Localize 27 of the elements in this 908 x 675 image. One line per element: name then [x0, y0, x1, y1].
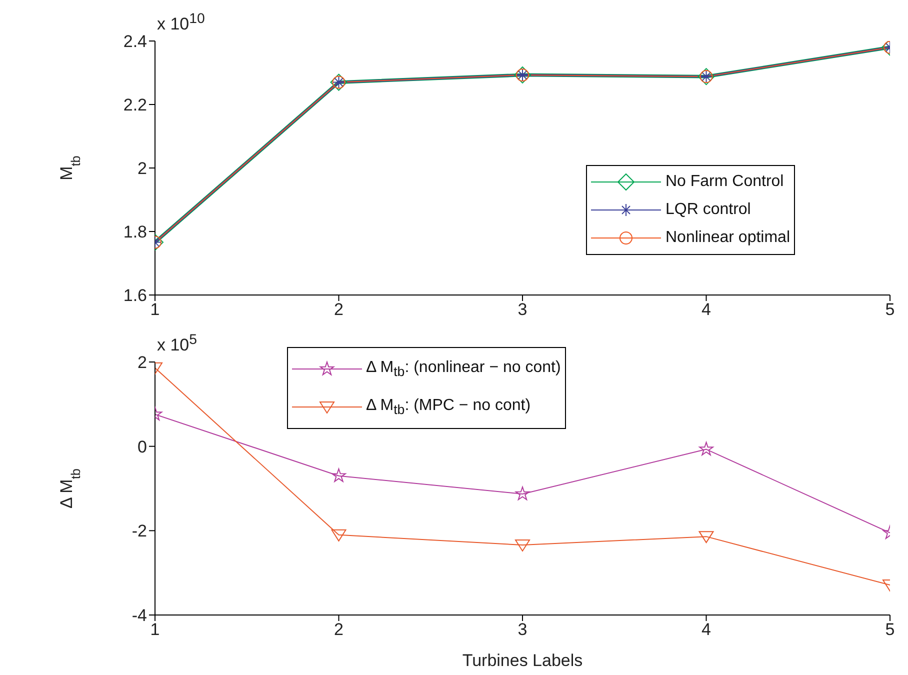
x-tick-label: 5	[885, 620, 895, 640]
x-tick-label: 4	[702, 300, 711, 320]
y-tick-label: 2.2	[123, 96, 147, 115]
y-tick-label: 0	[138, 437, 147, 456]
y-tick-label: 1.6	[123, 286, 147, 306]
legend-label: Δ M$_{tb}$: (MPC − no cont)	[366, 396, 531, 418]
legend-label: Nonlinear optimal	[665, 229, 790, 247]
y-tick-label: -2	[132, 522, 147, 541]
x-tick-label: 1	[150, 300, 160, 320]
x-tick-label: 4	[702, 620, 711, 640]
x-tick-label: 2	[334, 620, 344, 640]
x-tick-label: 3	[518, 620, 528, 640]
y-tick-label: 2.4	[123, 32, 147, 52]
legend-label: LQR control	[665, 201, 751, 219]
legend-label: Δ M$_{tb}$: (nonlinear − no cont)	[366, 358, 561, 380]
text: x 10$^{10}$	[157, 11, 205, 35]
y-tick-label: -4	[132, 606, 147, 626]
x-tick-label: 3	[518, 300, 528, 320]
x-tick-label: 2	[334, 300, 344, 320]
y-tick-label: 2	[138, 159, 147, 178]
x-tick-label: 5	[885, 300, 895, 320]
text: x 10$^{5}$	[157, 332, 198, 356]
x-tick-label: 1	[150, 620, 160, 640]
legend-label: No Farm Control	[665, 173, 784, 191]
y-tick-label: 2	[138, 353, 147, 372]
x-axis-title: Turbines Labels	[462, 651, 583, 670]
y-tick-label: 1.8	[123, 222, 147, 242]
